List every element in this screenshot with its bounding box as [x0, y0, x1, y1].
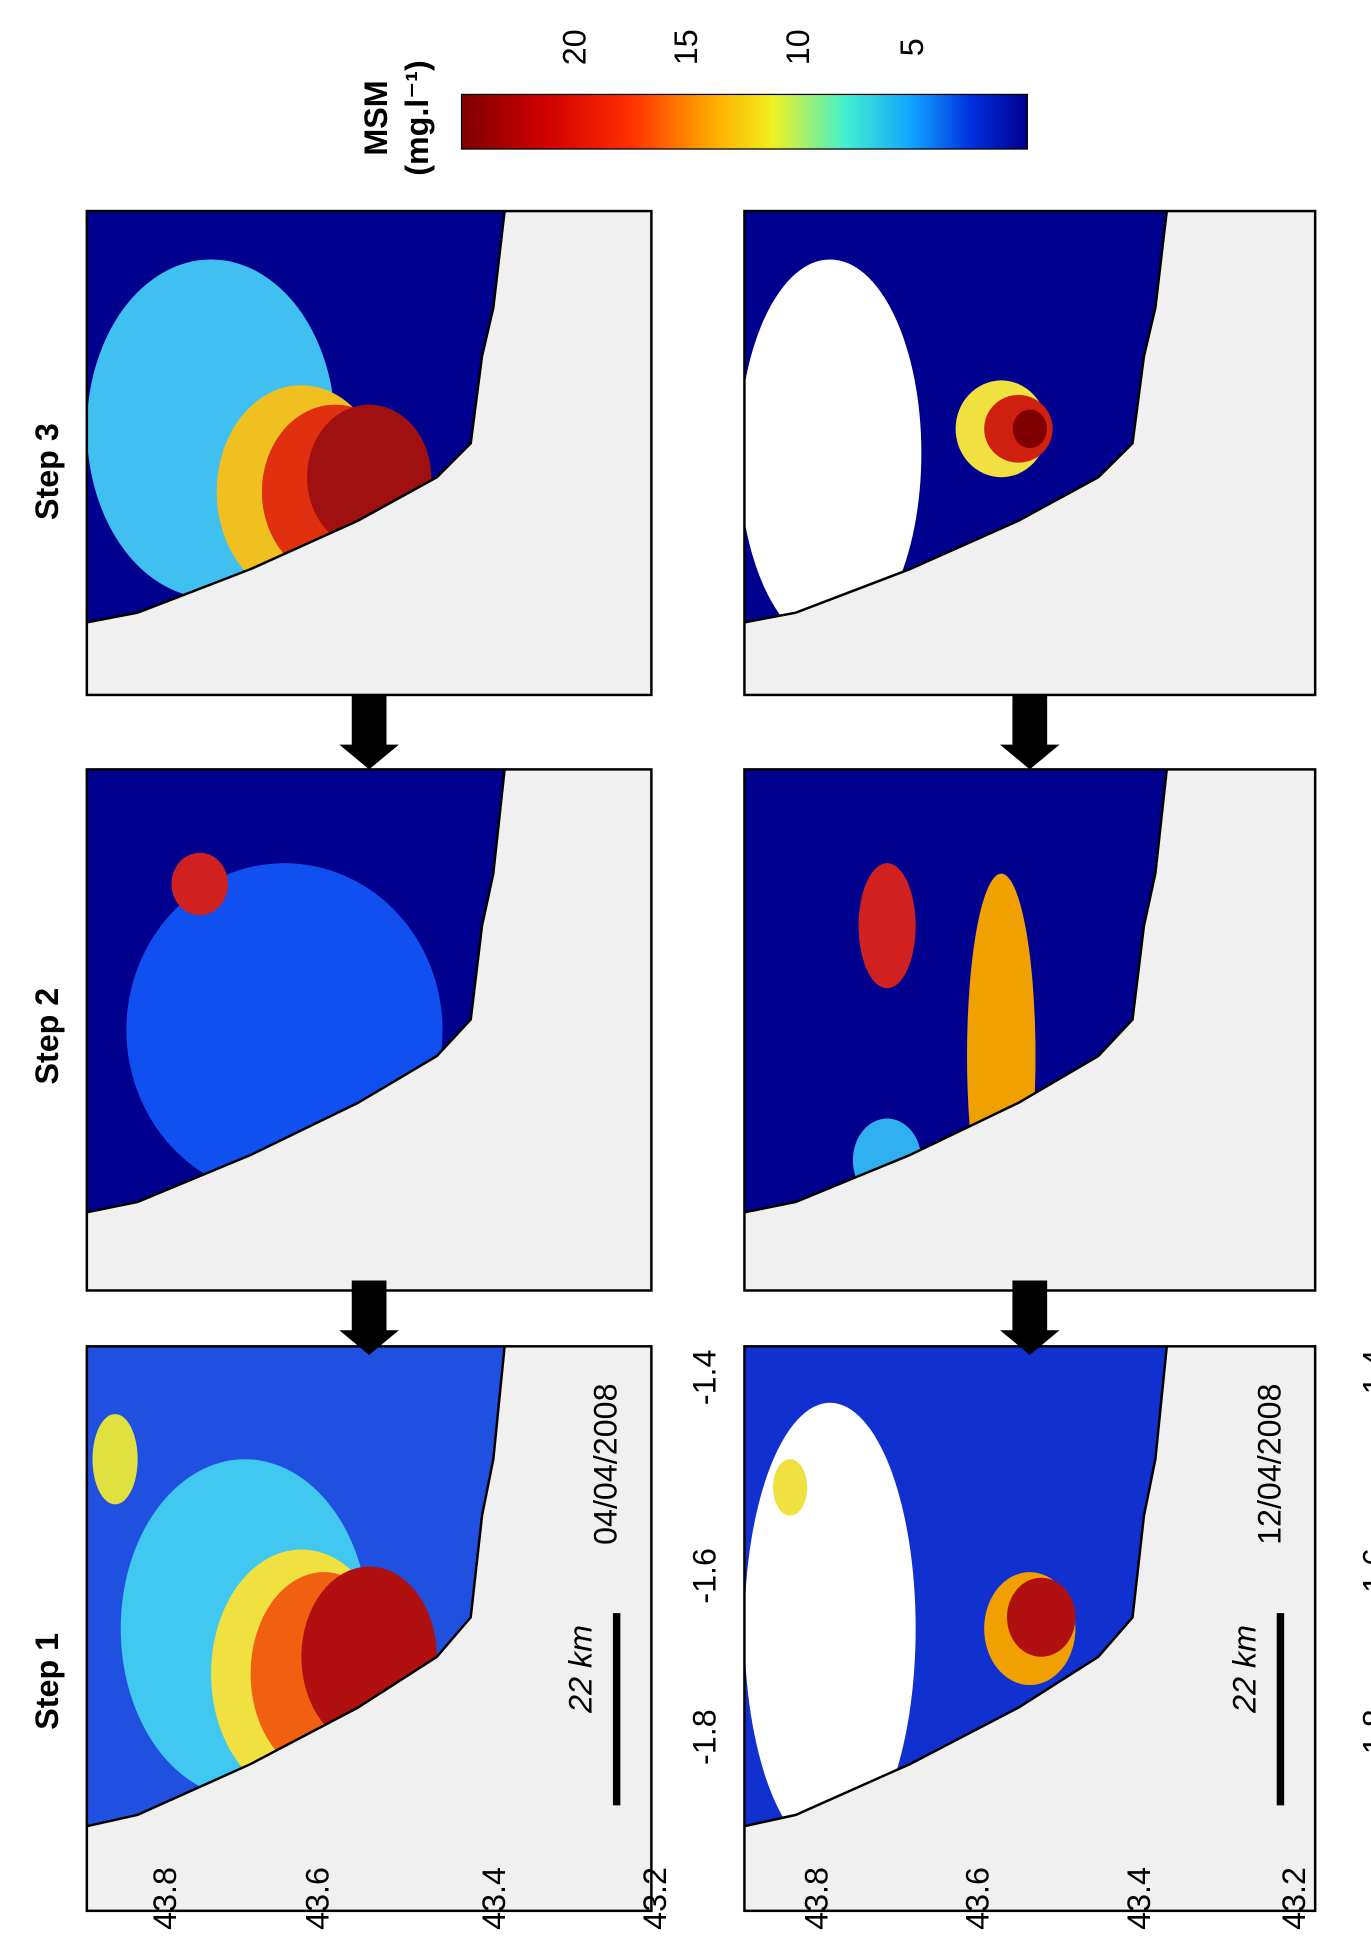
sea	[86, 1346, 505, 1827]
colorbar	[460, 93, 1028, 150]
coastline	[86, 210, 506, 624]
plume	[171, 852, 228, 916]
plume	[744, 1402, 916, 1827]
lon-tick: -1.4	[1357, 1350, 1371, 1406]
coastline	[744, 210, 1169, 624]
lon-tick: -1.6	[687, 1548, 723, 1604]
lat-tick: 43.8	[798, 1867, 834, 1930]
lon-tick: -1.8	[687, 1709, 723, 1765]
plume	[1006, 1577, 1076, 1657]
date: 04/04/2008	[587, 1383, 623, 1544]
sea	[744, 1346, 1167, 1827]
lat-tick: 43.4	[1121, 1867, 1157, 1930]
lat-tick: 43.6	[960, 1867, 996, 1930]
sea-base	[744, 769, 1167, 1213]
colorbar-tick: 5	[894, 38, 930, 56]
colorbar-tick: 20	[556, 29, 592, 65]
sea	[744, 211, 1167, 623]
coastline	[744, 769, 1169, 1214]
arrow	[339, 694, 399, 770]
colorbar-tick: 10	[780, 29, 816, 65]
colorbar-tick: 15	[668, 29, 704, 65]
date: 12/04/2008	[1251, 1383, 1287, 1544]
lat-tick: 43.4	[476, 1867, 512, 1930]
plume	[772, 1459, 808, 1516]
step-title: Step 2	[29, 988, 65, 1085]
coastline	[86, 769, 506, 1214]
colorbar-units: (mg.l⁻¹)	[399, 60, 435, 176]
plume	[92, 1414, 138, 1505]
plume	[744, 259, 922, 623]
plume	[1012, 409, 1047, 449]
coastline	[744, 1346, 1169, 1828]
step-title: Step 1	[29, 1633, 65, 1730]
colorbar-title: MSM	[358, 80, 394, 155]
plume	[858, 863, 916, 989]
lon-tick: -1.4	[687, 1350, 723, 1406]
lat-tick: 43.2	[1276, 1867, 1312, 1930]
lon-tick: -1.8	[1357, 1709, 1371, 1765]
lat-tick: 43.8	[147, 1867, 183, 1930]
arrow	[339, 1280, 399, 1356]
maps: -1.8 -1.6 -1.4 43.8 43.6 43.4 43.2 04/04/2008 22…	[85, 209, 1371, 1930]
scale-label: 22 km	[1226, 1625, 1262, 1714]
step-title: Step 3	[29, 423, 65, 520]
arrow	[1000, 1280, 1060, 1356]
lat-tick: 43.2	[637, 1867, 673, 1930]
lon-tick: -1.6	[1357, 1548, 1371, 1604]
lat-tick: 43.6	[300, 1867, 336, 1930]
coastline	[86, 1346, 506, 1828]
scale-label: 22 km	[563, 1625, 599, 1714]
arrow	[1000, 694, 1060, 770]
